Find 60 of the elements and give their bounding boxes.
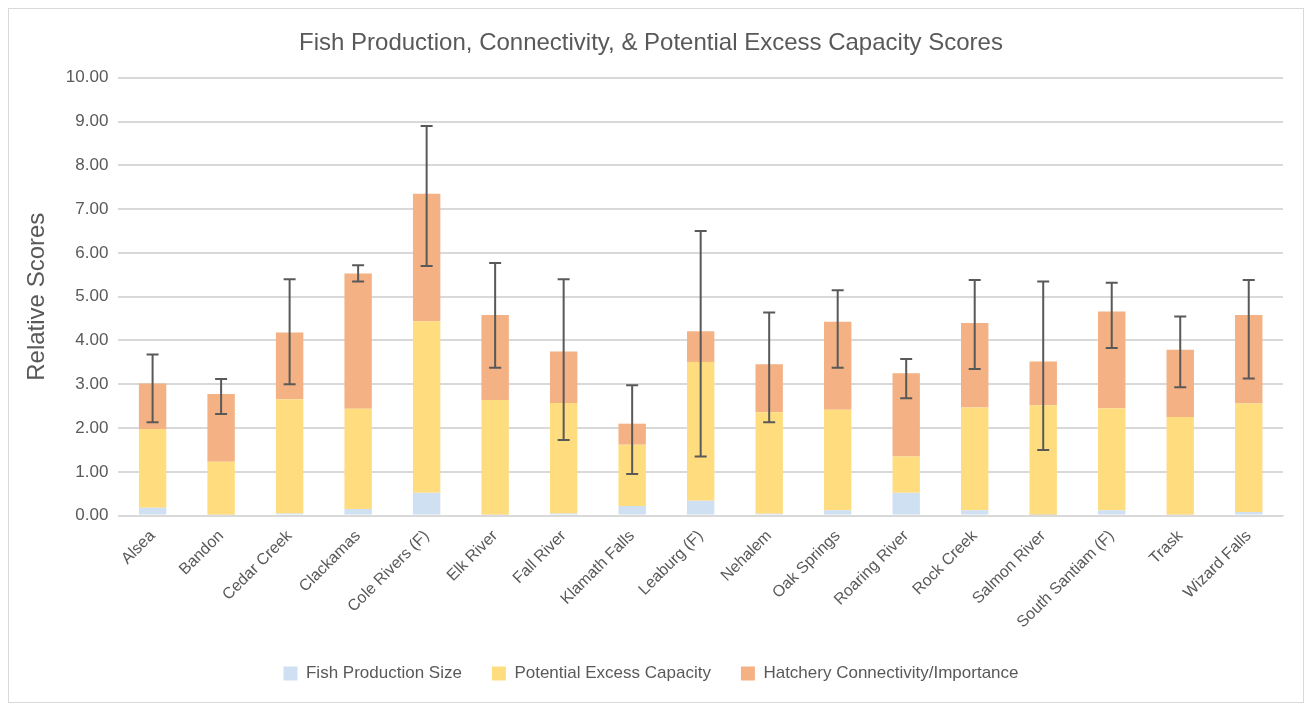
bar <box>823 409 852 511</box>
bar <box>686 500 715 515</box>
bar <box>549 351 578 404</box>
y-tick-label: 8.00 <box>75 155 109 175</box>
bar <box>1098 408 1126 511</box>
bar <box>1166 349 1194 418</box>
legend-label: Potential Excess Capacity <box>514 663 712 683</box>
bar <box>207 461 235 515</box>
bar <box>1235 315 1263 404</box>
bar <box>1029 405 1057 516</box>
y-tick-label: 2.00 <box>75 417 109 437</box>
y-tick-label: 5.00 <box>75 286 109 306</box>
bar <box>755 364 783 413</box>
bar <box>549 403 578 514</box>
bar <box>823 510 852 515</box>
y-tick-label: 4.00 <box>75 330 109 350</box>
y-axis-title: Relative Scores <box>22 212 50 381</box>
bar <box>1029 361 1057 406</box>
bar <box>686 331 715 362</box>
bar <box>481 315 509 401</box>
y-tick-label: 10.00 <box>65 67 109 87</box>
bar <box>275 399 304 514</box>
bar <box>892 373 920 457</box>
y-tick-label: 3.00 <box>75 373 109 393</box>
bar <box>961 322 989 408</box>
bar <box>618 423 646 445</box>
bar <box>275 332 304 400</box>
bar <box>412 193 441 322</box>
bar <box>618 505 646 515</box>
bar <box>892 492 920 515</box>
bar <box>961 407 989 511</box>
bar <box>412 492 441 515</box>
bar <box>138 383 167 429</box>
bar <box>344 509 372 515</box>
bar <box>344 273 372 409</box>
y-tick-label: 1.00 <box>75 461 109 481</box>
legend-label: Fish Production Size <box>305 663 462 683</box>
chart-title: Fish Production, Connectivity, & Potential Excess Capacity Scores <box>299 28 1003 56</box>
bar <box>1166 417 1194 515</box>
y-tick-label: 9.00 <box>75 111 109 131</box>
bar <box>138 428 167 508</box>
bar <box>481 400 509 515</box>
bar <box>1235 512 1263 515</box>
bar <box>961 510 989 515</box>
bar <box>1235 403 1263 513</box>
bar <box>755 412 783 514</box>
bar <box>618 444 646 506</box>
bar <box>823 321 852 410</box>
bar <box>1098 510 1126 515</box>
y-tick-label: 0.00 <box>75 505 109 525</box>
bar <box>892 456 920 493</box>
legend-label: Hatchery Connectivity/Importance <box>763 663 1019 683</box>
bar <box>686 361 715 501</box>
bar <box>1098 311 1126 409</box>
bar <box>344 408 372 510</box>
bar <box>412 321 441 493</box>
bar <box>207 393 235 462</box>
y-tick-label: 7.00 <box>75 198 109 218</box>
bar <box>138 507 167 515</box>
y-tick-label: 6.00 <box>75 242 109 262</box>
